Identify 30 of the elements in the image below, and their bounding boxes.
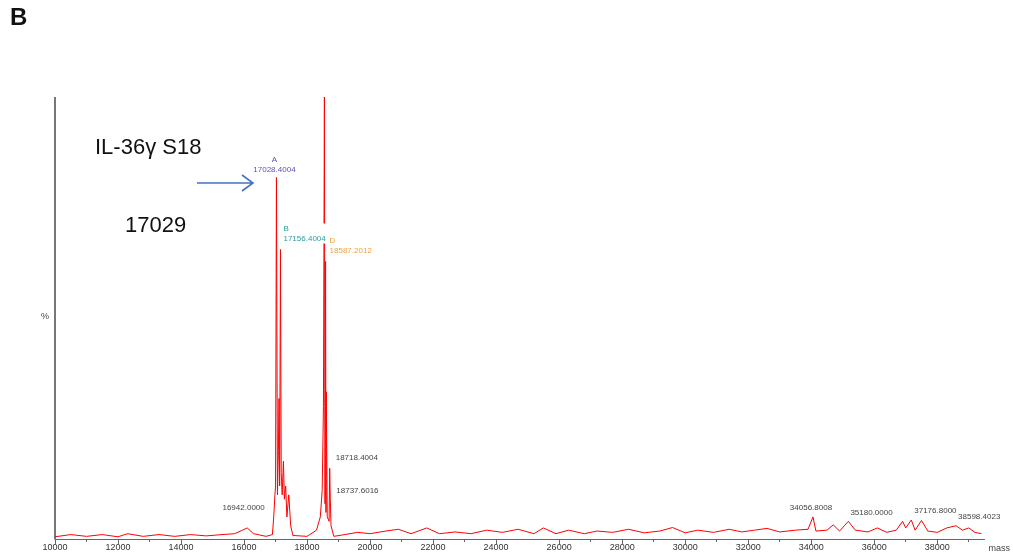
x-tick-label: 14000 [168,541,194,552]
text: B [10,2,28,30]
annotation: IL-36γ S18 [95,133,202,159]
annotation: D 18587.2012 [329,235,373,255]
annotation: 38598.4023 [958,512,1001,522]
annotation: 37176.8000 [914,506,958,516]
x-tick-label: 24000 [483,541,509,552]
x-tick-label: 28000 [609,541,635,552]
annotation: 18718.4004 [335,452,379,462]
annotation: A 17028.4004 [253,154,297,174]
x-tick-label: 12000 [105,541,131,552]
y-axis-title: % [40,311,49,321]
annotation: 17029 [125,211,187,237]
x-tick-label: 34000 [798,541,824,552]
annotation: 34056.8008 [789,503,833,513]
x-tick-label: 36000 [861,541,887,552]
annotation: 18737.6016 [336,485,380,495]
x-tick-label: 10000 [42,541,68,552]
x-tick-label: 20000 [357,541,383,552]
x-tick-label: 30000 [672,541,698,552]
x-tick-label: 32000 [735,541,761,552]
x-tick-label: 26000 [546,541,572,552]
x-tick-label: 38000 [924,541,950,552]
x-axis-title: mass [988,542,1011,553]
annotation: 16942.0000 [222,503,266,513]
annotation: 35180.0000 [850,507,894,517]
x-tick-label: 18000 [294,541,320,552]
x-tick-label: 16000 [231,541,257,552]
annotation: B 17156.4004 [283,223,327,243]
x-tick-label: 22000 [420,541,446,552]
